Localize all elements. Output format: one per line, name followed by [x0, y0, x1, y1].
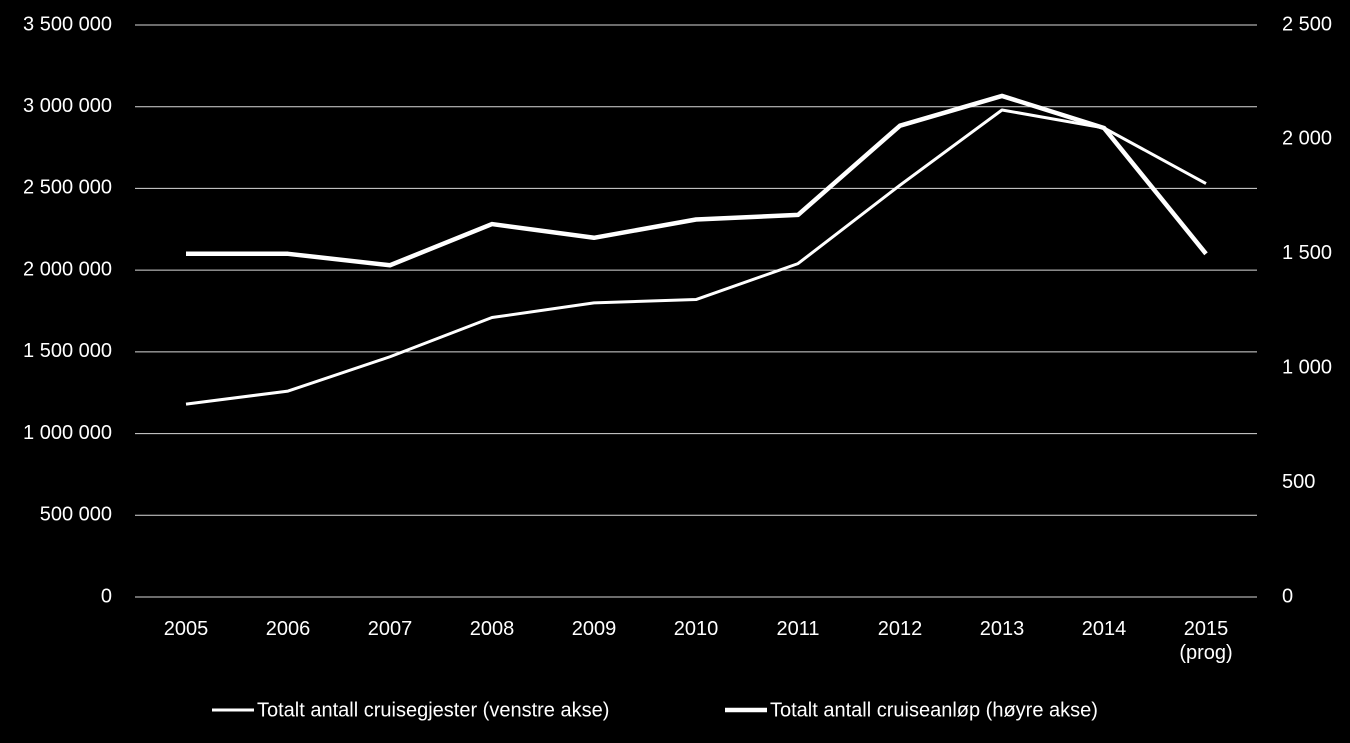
x-tick-label: 2008 — [469, 618, 515, 640]
y2-tick-label: 1 000 — [1282, 356, 1332, 378]
y2-tick-label: 0 — [1282, 585, 1293, 607]
x-tick-label: 2005 — [163, 618, 209, 640]
x-tick-label: 2015 (prog) — [1179, 618, 1233, 664]
y-tick-label: 3 500 000 — [23, 13, 112, 35]
x-tick-label: 2013 — [979, 618, 1025, 640]
series-line — [186, 93, 1208, 268]
x-tick-label: 2010 — [673, 618, 719, 640]
x-tick-label: 2009 — [571, 618, 617, 640]
y-tick-label: 0 — [101, 585, 112, 607]
x-tick-label: 2012 — [877, 618, 923, 640]
y-tick-label: 1 000 000 — [23, 422, 112, 444]
y2-tick-label: 500 — [1282, 471, 1315, 493]
legend-label: Totalt antall cruisegjester (venstre aks… — [257, 699, 609, 721]
y2-tick-label: 1 500 — [1282, 242, 1332, 264]
y-tick-label: 2 000 000 — [23, 258, 112, 280]
x-tick-label: 2011 — [776, 618, 820, 640]
x-tick-label: 2014 — [1081, 618, 1127, 640]
y-tick-label: 3 000 000 — [23, 95, 112, 117]
y2-tick-label: 2 000 — [1282, 128, 1332, 150]
legend-label: Totalt antall cruiseanløp (høyre akse) — [770, 699, 1098, 721]
x-tick-label: 2007 — [367, 618, 413, 640]
y2-tick-label: 2 500 — [1282, 13, 1332, 35]
y-tick-label: 2 500 000 — [23, 177, 112, 199]
y-tick-label: 1 500 000 — [23, 340, 112, 362]
x-tick-label: 2006 — [265, 618, 311, 640]
y-tick-label: 500 000 — [40, 504, 112, 526]
series-line — [185, 108, 1207, 406]
